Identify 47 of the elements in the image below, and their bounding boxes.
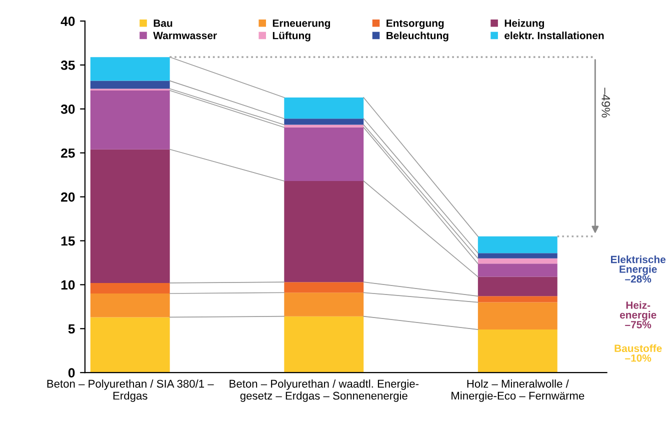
y-tick-label: 35: [60, 60, 75, 70]
bar: [90, 80, 170, 89]
y-tick-label: 5: [68, 324, 75, 334]
bar: [284, 127, 364, 181]
bar: [478, 253, 558, 258]
bar: [284, 292, 364, 316]
text: Baustoffe –10%: [614, 344, 662, 362]
bar: [478, 330, 558, 373]
bar: [478, 296, 558, 302]
bar: [90, 149, 170, 283]
bar: [478, 302, 558, 330]
legend-label: Warmwasser: [153, 32, 217, 40]
legend-label: Bau: [154, 20, 172, 27]
bar: [284, 316, 364, 373]
y-tick-label: 40: [60, 16, 75, 26]
bar: [478, 276, 558, 296]
y-tick-label: 30: [60, 104, 75, 114]
y-tick-label: 10: [61, 280, 75, 290]
bar: [478, 264, 558, 277]
bar: [90, 317, 170, 373]
bar: [90, 57, 170, 81]
x-tick-label: Beton – Polyurethan / SIA 380/1 – Erdgas: [47, 380, 214, 402]
x-tick-label: Beton – Polyurethan / waadtl. Energie- gesetz – Erdgas – Sonnenenergie: [230, 380, 419, 402]
y-tick-label: 25: [61, 148, 75, 158]
y-tick-label: 0: [68, 368, 75, 378]
legend-label: Beleuchtung: [386, 32, 448, 42]
legend-label: elektr. Installationen: [504, 32, 604, 40]
bar: [478, 258, 558, 264]
bar: [284, 98, 364, 119]
legend-label: Heizung: [504, 19, 544, 29]
bar: [90, 282, 170, 294]
text: –49%: [602, 88, 610, 118]
bar: [284, 118, 364, 125]
bar: [90, 90, 170, 150]
bar: [478, 236, 558, 254]
text: Elektrische Energie –28%: [610, 256, 666, 283]
bar: [284, 181, 364, 282]
legend-label: Lüftung: [272, 32, 310, 42]
x-tick-label: Holz – Mineralwolle / Minergie-Eco – Fernwärme: [452, 380, 584, 402]
legend-label: Erneuerung: [272, 20, 330, 29]
bar: [284, 124, 364, 128]
legend-label: Entsorgung: [386, 20, 444, 29]
y-tick-label: 15: [61, 236, 75, 246]
y-tick-label: 20: [61, 192, 75, 202]
bar: [284, 282, 364, 293]
text: Heiz- energie –75%: [620, 301, 656, 328]
bar: [90, 293, 170, 318]
